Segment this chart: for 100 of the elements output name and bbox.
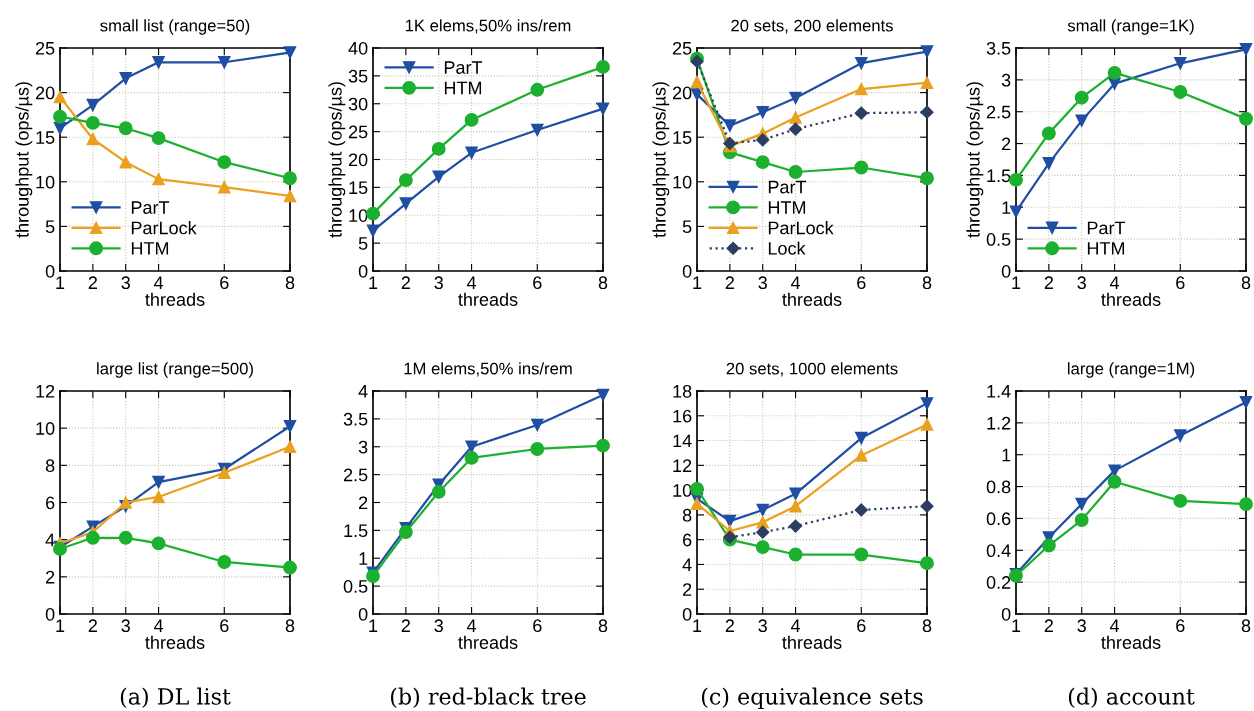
y-tick-label: 1.5 bbox=[987, 169, 1011, 183]
y-tick-label: 12 bbox=[673, 459, 692, 472]
y-tick-label: 5 bbox=[45, 220, 55, 234]
chart-title: 1K elems,50% ins/rem bbox=[405, 19, 571, 34]
y-tick-label: 10 bbox=[36, 175, 55, 189]
y-tick-label: 4 bbox=[682, 558, 692, 571]
x-tick-label: 8 bbox=[1241, 619, 1251, 633]
y-tick-label: 6 bbox=[46, 496, 55, 510]
y-tick-label: 25 bbox=[672, 41, 692, 55]
legend-label: Lock bbox=[768, 241, 806, 255]
y-tick-label: 30 bbox=[348, 97, 368, 111]
legend-label: ParLock bbox=[131, 221, 197, 235]
x-tick-label: 4 bbox=[153, 276, 164, 289]
legend-label: ParT bbox=[768, 180, 807, 194]
y-tick-label: 0 bbox=[682, 607, 692, 621]
chart-title: 1M elems,50% ins/rem bbox=[404, 362, 572, 377]
x-tick-label: 3 bbox=[758, 619, 767, 633]
y-tick-label: 18 bbox=[673, 384, 692, 398]
x-tick-label: 4 bbox=[790, 276, 801, 289]
x-tick-label: 8 bbox=[922, 276, 932, 290]
y-tick-label: 0.6 bbox=[986, 512, 1011, 526]
x-tick-label: 1 bbox=[693, 619, 702, 632]
x-tick-label: 4 bbox=[466, 276, 477, 289]
y-tick-label: 0.5 bbox=[343, 580, 368, 593]
y-tick-label: 2 bbox=[359, 496, 368, 510]
x-tick-label: 3 bbox=[434, 276, 443, 290]
x-axis-title: threads bbox=[782, 292, 842, 306]
y-axis-title: throughput (ops/µs) bbox=[328, 82, 346, 238]
x-tick-label: 6 bbox=[1176, 276, 1185, 290]
x-tick-label: 1 bbox=[369, 619, 378, 632]
y-tick-label: 1 bbox=[1002, 448, 1011, 462]
y-tick-label: 3.5 bbox=[343, 412, 368, 426]
y-tick-label: 0 bbox=[682, 264, 692, 278]
x-axis-title: threads bbox=[458, 292, 518, 306]
x-tick-label: 8 bbox=[285, 276, 295, 290]
x-tick-label: 2 bbox=[401, 276, 410, 289]
legend-label: ParT bbox=[131, 201, 170, 214]
x-tick-label: 4 bbox=[790, 619, 801, 632]
x-tick-label: 6 bbox=[533, 276, 542, 290]
x-tick-label: 6 bbox=[533, 619, 542, 633]
y-tick-label: 1 bbox=[1002, 201, 1011, 214]
y-tick-label: 10 bbox=[36, 422, 55, 435]
x-tick-label: 8 bbox=[598, 276, 608, 290]
legend-label: HTM bbox=[768, 201, 806, 214]
x-axis-title: threads bbox=[1101, 635, 1161, 649]
y-tick-label: 0 bbox=[45, 264, 55, 278]
y-tick-label: 15 bbox=[673, 131, 692, 144]
x-tick-label: 2 bbox=[401, 619, 410, 632]
y-tick-label: 10 bbox=[673, 175, 692, 189]
y-tick-label: 2 bbox=[683, 583, 692, 596]
x-tick-label: 1 bbox=[369, 276, 378, 289]
x-tick-label: 2 bbox=[1044, 276, 1053, 289]
y-tick-label: 2.5 bbox=[343, 468, 368, 482]
x-tick-label: 3 bbox=[434, 619, 443, 633]
y-tick-label: 14 bbox=[673, 434, 692, 448]
chart-title: small list (range=50) bbox=[100, 19, 250, 35]
y-tick-label: 1.2 bbox=[987, 416, 1011, 430]
y-tick-label: 16 bbox=[673, 409, 692, 423]
y-tick-label: 5 bbox=[358, 237, 368, 250]
chart-title: 20 sets, 200 elements bbox=[731, 19, 893, 34]
x-tick-label: 3 bbox=[121, 619, 130, 633]
y-tick-label: 20 bbox=[35, 86, 55, 100]
x-tick-label: 6 bbox=[220, 619, 229, 633]
y-tick-label: 25 bbox=[35, 41, 55, 55]
y-tick-label: 1.4 bbox=[987, 385, 1011, 398]
x-tick-label: 1 bbox=[693, 276, 702, 289]
y-tick-label: 0.5 bbox=[986, 233, 1011, 246]
y-tick-label: 10 bbox=[349, 209, 368, 222]
y-tick-label: 2 bbox=[1002, 137, 1011, 151]
text: (b) red-black tree bbox=[390, 687, 586, 708]
x-tick-label: 2 bbox=[725, 619, 734, 632]
y-axis-title: throughput (ops/µs) bbox=[966, 82, 984, 238]
x-tick-label: 8 bbox=[922, 619, 932, 633]
y-tick-label: 8 bbox=[45, 459, 55, 473]
chart-title: small (range=1K) bbox=[1067, 19, 1194, 35]
x-tick-label: 1 bbox=[56, 276, 65, 289]
x-tick-label: 8 bbox=[285, 619, 295, 633]
y-tick-label: 0 bbox=[1001, 264, 1011, 278]
x-tick-label: 3 bbox=[1077, 276, 1086, 290]
legend-label: ParT bbox=[444, 61, 483, 74]
legend-label: HTM bbox=[131, 242, 169, 255]
y-axis-title: throughput (ops/µs) bbox=[652, 82, 670, 238]
x-tick-label: 1 bbox=[1012, 619, 1021, 632]
y-tick-label: 0 bbox=[358, 264, 368, 278]
x-tick-label: 6 bbox=[220, 276, 229, 290]
y-tick-label: 0 bbox=[358, 607, 368, 621]
x-tick-label: 2 bbox=[88, 276, 97, 289]
y-tick-label: 40 bbox=[348, 41, 368, 55]
y-tick-label: 0.2 bbox=[986, 576, 1011, 589]
legend-label: ParLock bbox=[768, 221, 834, 235]
x-axis-title: threads bbox=[1101, 292, 1161, 306]
y-tick-label: 1 bbox=[359, 552, 368, 565]
x-tick-label: 2 bbox=[1044, 619, 1053, 632]
text: (a) DL list bbox=[120, 687, 231, 708]
y-tick-label: 20 bbox=[672, 86, 692, 100]
x-axis-title: threads bbox=[458, 635, 518, 649]
x-axis-title: threads bbox=[782, 635, 842, 649]
chart-title: large list (range=500) bbox=[97, 362, 253, 378]
x-tick-label: 4 bbox=[1109, 276, 1120, 289]
x-tick-label: 6 bbox=[1176, 619, 1185, 633]
